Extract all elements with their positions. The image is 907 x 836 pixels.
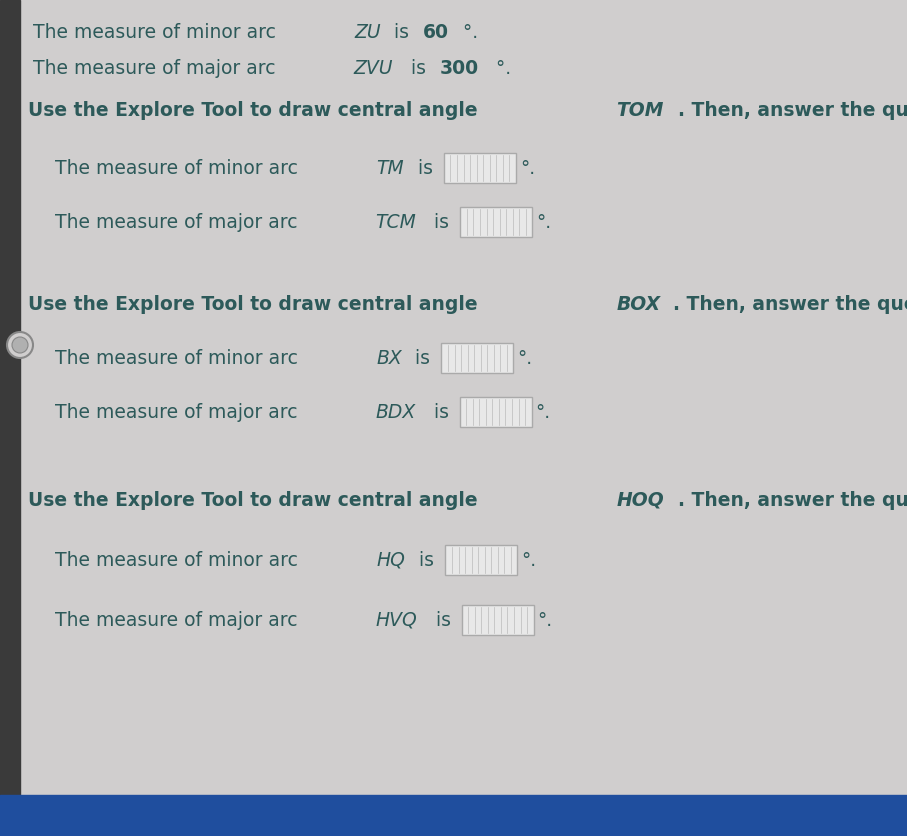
FancyBboxPatch shape — [462, 605, 533, 635]
Text: TM: TM — [376, 159, 404, 177]
Text: °.: °. — [538, 610, 552, 630]
Text: . Then, answer the questions.: . Then, answer the questions. — [674, 295, 907, 314]
Text: 60: 60 — [424, 23, 449, 42]
Text: Use the Explore Tool to draw central angle: Use the Explore Tool to draw central ang… — [28, 100, 484, 120]
Text: °.: °. — [457, 23, 478, 42]
Text: °.: °. — [536, 402, 551, 421]
Text: HVQ: HVQ — [375, 610, 417, 630]
Text: is: is — [412, 159, 433, 177]
Text: ZVU: ZVU — [354, 59, 393, 78]
Bar — [0, 0, 20, 836]
Text: °.: °. — [536, 212, 551, 232]
Text: is: is — [405, 59, 432, 78]
FancyBboxPatch shape — [442, 343, 513, 373]
Text: is: is — [428, 212, 449, 232]
Text: is: is — [427, 402, 449, 421]
Circle shape — [7, 332, 33, 358]
Bar — [0, 795, 907, 836]
Text: °.: °. — [518, 349, 532, 368]
Text: ZU: ZU — [354, 23, 381, 42]
Text: °.: °. — [522, 550, 537, 569]
Text: The measure of minor arc: The measure of minor arc — [55, 349, 304, 368]
Circle shape — [12, 337, 28, 353]
Text: BX: BX — [376, 349, 402, 368]
Text: The measure of major arc: The measure of major arc — [55, 402, 304, 421]
Text: The measure of minor arc: The measure of minor arc — [55, 550, 304, 569]
Text: 300: 300 — [440, 59, 479, 78]
Text: is: is — [409, 349, 430, 368]
Text: is: is — [388, 23, 415, 42]
FancyBboxPatch shape — [444, 153, 516, 183]
FancyBboxPatch shape — [445, 545, 518, 575]
Text: Use the Explore Tool to draw central angle: Use the Explore Tool to draw central ang… — [28, 295, 484, 314]
FancyBboxPatch shape — [460, 397, 532, 427]
Text: . Then, answer the questions.: . Then, answer the questions. — [678, 100, 907, 120]
Text: BDX: BDX — [375, 402, 416, 421]
Text: The measure of major arc: The measure of major arc — [55, 610, 304, 630]
Text: The measure of minor arc: The measure of minor arc — [33, 23, 282, 42]
Text: TCM: TCM — [375, 212, 416, 232]
Text: The measure of minor arc: The measure of minor arc — [55, 159, 304, 177]
Text: The measure of major arc: The measure of major arc — [55, 212, 304, 232]
Text: TOM: TOM — [617, 100, 664, 120]
Text: . Then, answer the questions.: . Then, answer the questions. — [678, 491, 907, 509]
Text: °.: °. — [520, 159, 535, 177]
Text: HOQ: HOQ — [617, 491, 664, 509]
FancyBboxPatch shape — [461, 207, 532, 237]
Text: is: is — [414, 550, 434, 569]
Text: BOX: BOX — [617, 295, 660, 314]
Text: Use the Explore Tool to draw central angle: Use the Explore Tool to draw central ang… — [28, 491, 484, 509]
Text: The measure of major arc: The measure of major arc — [33, 59, 281, 78]
Text: HQ: HQ — [376, 550, 405, 569]
Text: °.: °. — [490, 59, 511, 78]
Text: is: is — [430, 610, 451, 630]
